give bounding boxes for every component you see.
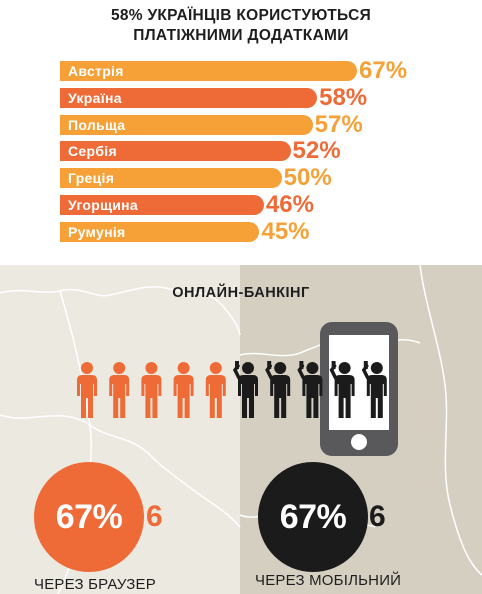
bar-label: Угорщина — [68, 197, 138, 213]
bar-1: Австрія — [60, 61, 357, 81]
bar-5: Греція — [60, 168, 282, 189]
bar-2: Україна — [60, 87, 318, 108]
chart-title: 58% УКРАЇНЦІВ КОРИСТУЮТЬСЯ ПЛАТІЖНИМИ ДО… — [0, 6, 482, 46]
mobile-percent-circle: 67% — [258, 462, 368, 572]
bar-3: Польща — [60, 114, 313, 135]
bar-7: Румунія — [60, 221, 260, 242]
phone-home-button — [351, 434, 367, 450]
mobile-change-value: 6 — [369, 500, 386, 533]
person-orange-icon — [109, 362, 130, 418]
person-phone-icon — [265, 361, 291, 418]
bar-value-label: 58% — [319, 83, 368, 111]
person-orange-icon — [141, 362, 162, 418]
bar-6: Угорщина — [60, 195, 264, 215]
bar-value-label: 52% — [292, 137, 341, 165]
browser-percent-circle: 67% — [34, 462, 144, 572]
arrow-down-icon — [128, 506, 142, 529]
mobile-change: 6 — [351, 500, 386, 534]
chart-title-line-1: 58% УКРАЇНЦІВ КОРИСТУЮТЬСЯ — [110, 7, 372, 24]
bar-value-label: 50% — [283, 164, 332, 192]
bar-4: Сербія — [60, 141, 291, 162]
bar-value-label: 46% — [265, 191, 314, 218]
bar-label: Україна — [68, 89, 122, 106]
bar-label: Австрія — [68, 63, 124, 79]
browser-caption: ЧЕРЕЗ БРАУЗЕР — [34, 576, 156, 593]
bar-label: Сербія — [68, 143, 117, 160]
person-phone-icon — [361, 361, 387, 418]
person-phone-icon — [232, 361, 258, 418]
chart-title-line-2: ПЛАТІЖНИМИ ДОДАТКАМИ — [133, 27, 349, 44]
bar-chart: Австрія 67% Україна 58% Польща 57% Сербія 52% Гр… — [0, 0, 482, 260]
person-orange-icon — [77, 362, 97, 418]
browser-change-value: 6 — [146, 500, 163, 533]
person-phone-icon — [329, 361, 355, 418]
bar-value-label: 67% — [359, 57, 408, 84]
person-phone-icon — [297, 361, 323, 418]
arrow-up-icon — [351, 505, 365, 528]
bar-label: Греція — [68, 170, 115, 187]
mobile-caption: ЧЕРЕЗ МОБІЛЬНИЙ — [255, 572, 402, 589]
online-banking-title: ОНЛАЙН-БАНКІНГ — [172, 285, 310, 301]
person-orange-icon — [205, 362, 226, 418]
bar-value-label: 57% — [314, 110, 363, 138]
bar-value-label: 45% — [261, 217, 310, 245]
bar-label: Польща — [68, 116, 126, 133]
browser-change: 6 — [128, 500, 163, 534]
person-orange-icon — [173, 362, 194, 418]
bar-label: Румунія — [68, 223, 126, 240]
